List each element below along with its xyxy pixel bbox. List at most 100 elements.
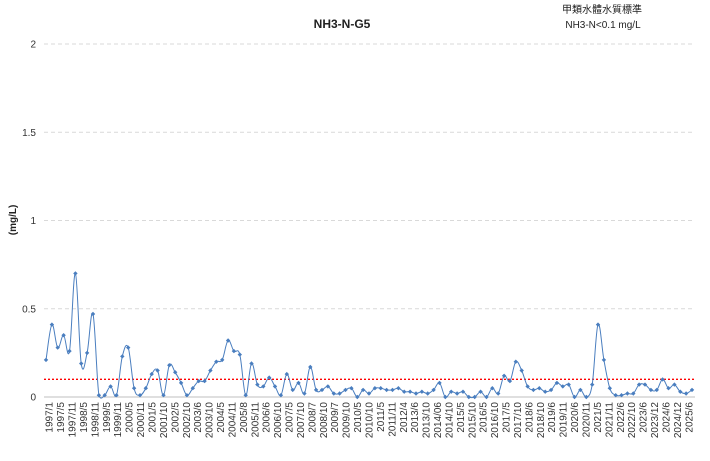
data-point: [419, 389, 425, 394]
data-point: [325, 384, 331, 389]
y-tick-label: 1.5: [22, 128, 36, 139]
data-point: [231, 348, 237, 354]
x-tick-label: 2006/10: [273, 402, 284, 439]
data-point: [90, 311, 96, 317]
x-tick-label: 1998/11: [90, 402, 101, 438]
x-tick-label: 2008/7: [307, 402, 318, 433]
data-point: [683, 391, 689, 396]
data-point: [619, 393, 624, 398]
y-tick-labels: 0 0.5 1 1.5 2: [22, 40, 36, 404]
data-point: [513, 359, 518, 364]
x-tick-label: 2006/6: [262, 402, 273, 433]
series-layer: [43, 271, 695, 400]
data-point: [625, 391, 630, 396]
data-point: [131, 386, 137, 391]
x-tick-label: 1999/11: [113, 402, 124, 438]
x-tick-label: 2021/5: [593, 402, 604, 433]
data-point: [237, 352, 242, 357]
data-point: [366, 391, 372, 396]
x-tick-label: 2024/6: [661, 402, 672, 433]
data-point: [372, 386, 378, 391]
x-tick-label: 2016/10: [490, 402, 501, 439]
data-point: [284, 371, 289, 377]
data-point: [255, 382, 260, 387]
x-tick-label: 2023/6: [639, 402, 650, 433]
x-tick-label: 2003/10: [205, 402, 216, 439]
data-point: [590, 382, 595, 387]
data-point: [331, 391, 336, 396]
data-point: [184, 393, 190, 398]
y-tick-label: 2: [30, 40, 36, 51]
x-tick-label: 2013/6: [410, 402, 421, 433]
x-tick-label: 2020/11: [582, 402, 593, 438]
x-tick-label: 2011/11: [387, 402, 398, 437]
data-point: [360, 387, 366, 393]
y-tick-label: 1: [30, 216, 36, 227]
data-point: [349, 386, 354, 391]
data-point: [689, 387, 695, 393]
data-point: [49, 322, 55, 327]
data-point: [120, 354, 125, 359]
x-tick-label: 2012/4: [399, 402, 410, 433]
data-point: [490, 386, 495, 391]
x-tick-label: 2019/6: [547, 402, 558, 433]
x-tick-label: 2017/10: [513, 402, 524, 439]
data-point: [501, 373, 507, 378]
data-point: [666, 386, 671, 391]
x-tick-label: 2007/10: [296, 402, 307, 439]
data-point: [137, 393, 143, 398]
data-point: [519, 368, 524, 373]
data-point: [79, 361, 84, 366]
x-tick-label: 2022/6: [616, 402, 627, 433]
data-point: [208, 368, 213, 373]
data-point: [61, 333, 66, 338]
data-point: [173, 370, 178, 375]
x-tick-label: 2014/10: [444, 402, 455, 439]
x-tick-label: 1997/5: [56, 402, 67, 433]
y-tick-label: 0: [30, 393, 36, 404]
data-point: [607, 386, 612, 391]
data-point: [313, 387, 319, 393]
data-point: [507, 378, 513, 384]
x-tick-label: 2004/11: [227, 402, 238, 438]
data-point: [108, 384, 113, 389]
x-tick-label: 2023/12: [650, 402, 661, 439]
x-tick-label: 2014/06: [433, 402, 444, 439]
data-point: [613, 393, 618, 398]
data-point: [466, 394, 471, 400]
data-point: [672, 382, 677, 387]
data-point: [578, 387, 583, 393]
data-point: [84, 350, 90, 356]
x-tick-label: 2022/10: [627, 402, 638, 439]
x-tick-label: 2002/10: [182, 402, 193, 439]
data-point: [96, 393, 102, 398]
data-point: [560, 384, 565, 389]
x-tick-label: 2021/11: [604, 402, 615, 438]
data-point: [149, 371, 154, 377]
gridlines: [44, 43, 695, 310]
data-point: [537, 386, 542, 391]
data-point: [678, 389, 683, 394]
data-point: [472, 394, 477, 400]
data-point: [155, 368, 160, 373]
y-tick-label: 0.5: [22, 304, 36, 315]
x-tick-label: 2020/6: [570, 402, 581, 433]
data-point: [437, 380, 442, 386]
x-tick-label: 2010/5: [353, 402, 364, 433]
x-tick-label: 2009/10: [342, 402, 353, 439]
x-tick-label: 1999/5: [102, 402, 113, 433]
data-point: [190, 386, 195, 391]
data-point: [67, 348, 72, 354]
data-point: [290, 387, 295, 393]
x-tick-label: 1998/5: [79, 402, 90, 433]
data-point: [572, 394, 577, 400]
data-point: [402, 389, 407, 394]
data-point: [384, 387, 389, 393]
data-point: [454, 391, 460, 396]
data-point: [543, 389, 548, 394]
x-tick-label: 2005/11: [250, 402, 261, 438]
data-point: [554, 380, 560, 386]
data-point: [102, 393, 107, 398]
